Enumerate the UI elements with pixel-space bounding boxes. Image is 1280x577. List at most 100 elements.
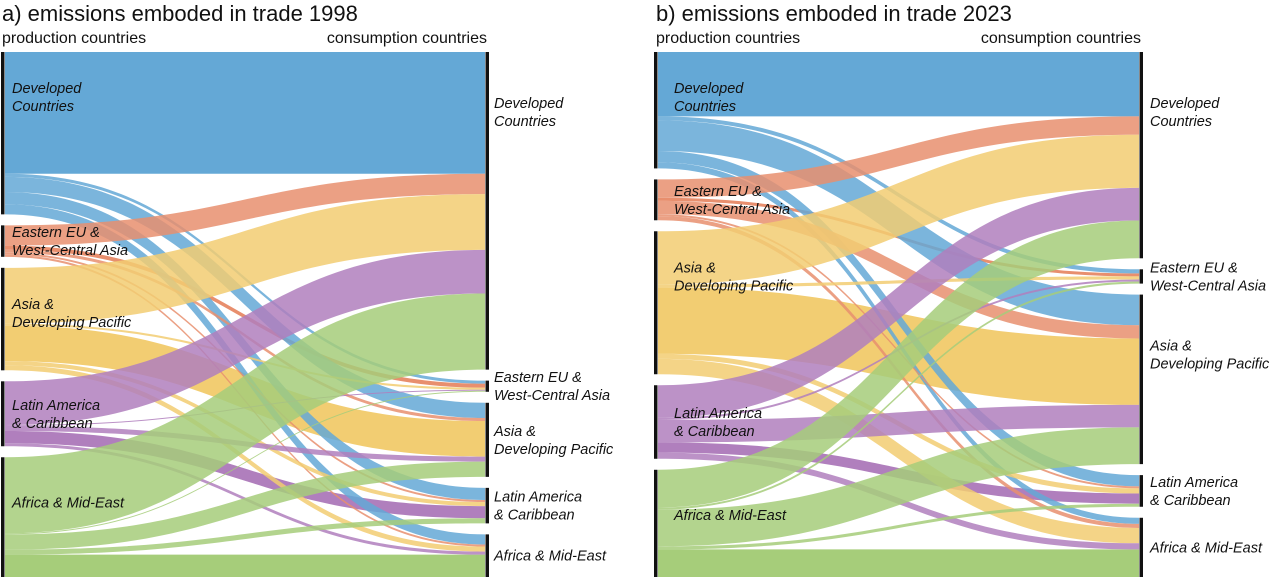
target-node-developed [1139, 52, 1143, 259]
label-line: Latin America [494, 490, 582, 506]
target-node-asia [485, 402, 489, 477]
flow-developed-to-africa [5, 204, 485, 545]
target-node-latin [1139, 475, 1143, 507]
flow-africa-to-developed [5, 293, 485, 534]
target-node-eastern [1139, 269, 1143, 284]
source-label-latin: Latin America & Caribbean [12, 398, 100, 432]
panel-2023: b) emissions emboded in trade 2023 produ… [654, 1, 1270, 577]
target-label-africa: Africa & Mid-East [493, 549, 607, 565]
source-label-eastern: Eastern EU & West-Central Asia [674, 184, 790, 218]
flow-africa-to-africa [658, 549, 1139, 577]
target-label-latin: Latin America & Caribbean [1150, 475, 1238, 509]
production-header: production countries [656, 30, 800, 47]
source-label-latin: Latin America & Caribbean [674, 406, 762, 440]
target-label-africa: Africa & Mid-East [1149, 540, 1263, 556]
source-label-asia: Asia & Developing Pacific [11, 297, 132, 331]
label-line: Developed [1150, 96, 1220, 112]
label-line: Africa & Mid-East [1149, 540, 1263, 556]
flow-asia-to-africa [5, 365, 485, 552]
label-line: Africa & Mid-East [11, 495, 125, 511]
label-line: Africa & Mid-East [673, 508, 787, 524]
target-node-eastern [485, 380, 489, 392]
source-label-developed: Developed Countries [12, 81, 82, 115]
label-line: West-Central Asia [494, 388, 610, 404]
label-line: Latin America [1150, 475, 1238, 491]
panel-title: a) emissions emboded in trade 1998 [2, 1, 358, 26]
label-line: Developing Pacific [12, 315, 132, 331]
source-label-africa: Africa & Mid-East [11, 495, 125, 511]
consumption-header: consumption countries [327, 30, 487, 47]
target-node-developed [485, 52, 489, 370]
flow-latin-to-asia [658, 404, 1139, 443]
target-label-developed: Developed Countries [494, 96, 564, 130]
flow-africa-to-latin [658, 503, 1139, 550]
panel-title: b) emissions emboded in trade 2023 [656, 1, 1012, 26]
flow-asia-to-developed [658, 134, 1139, 285]
label-line: Developed [494, 96, 564, 112]
label-line: Latin America [12, 398, 100, 414]
flow-latin-to-latin [5, 431, 485, 519]
flow-latin-to-developed [658, 187, 1139, 418]
label-line: & Caribbean [1150, 493, 1231, 509]
label-line: Asia & [1149, 339, 1192, 355]
source-node-developed [1, 52, 5, 215]
label-line: Eastern EU & [1150, 260, 1238, 276]
production-header: production countries [2, 30, 146, 47]
flow-africa-to-asia [5, 461, 485, 550]
flow-latin-to-developed [5, 249, 485, 425]
source-node-asia [1, 267, 5, 371]
target-label-developed: Developed Countries [1150, 96, 1220, 130]
source-node-developed [654, 52, 658, 169]
source-node-africa [1, 457, 5, 577]
flow-developed-to-developed [5, 52, 485, 174]
source-node-latin [1, 381, 5, 447]
flow-eastern-to-developed [5, 173, 485, 246]
source-node-asia [654, 231, 658, 375]
source-label-asia: Asia & Developing Pacific [673, 260, 794, 294]
label-line: Africa & Mid-East [493, 549, 607, 565]
target-node-africa [485, 534, 489, 577]
source-label-developed: Developed Countries [674, 81, 744, 115]
flows [658, 52, 1139, 577]
label-line: Eastern EU & [12, 225, 100, 241]
target-label-eastern: Eastern EU & West-Central Asia [494, 370, 610, 404]
source-node-eastern [654, 179, 658, 221]
target-node-africa [1139, 517, 1143, 577]
target-label-latin: Latin America & Caribbean [494, 490, 582, 524]
flows [5, 52, 485, 577]
flow-asia-to-developed [5, 194, 485, 324]
label-line: Asia & [673, 260, 716, 276]
label-line: Latin America [674, 406, 762, 422]
flow-asia-to-africa [658, 358, 1139, 544]
label-line: Developing Pacific [674, 278, 794, 294]
source-label-africa: Africa & Mid-East [673, 508, 787, 524]
label-line: & Caribbean [674, 424, 755, 440]
flow-africa-to-asia [658, 427, 1139, 547]
label-line: Countries [1150, 114, 1212, 130]
target-node-latin [485, 487, 489, 524]
label-line: Developing Pacific [494, 442, 614, 458]
flow-developed-to-asia [5, 176, 485, 419]
target-label-asia: Asia & Developing Pacific [493, 424, 614, 458]
label-line: Asia & [493, 424, 536, 440]
target-label-eastern: Eastern EU & West-Central Asia [1150, 260, 1266, 294]
flow-africa-to-eastern [658, 281, 1139, 510]
label-line: & Caribbean [494, 508, 575, 524]
label-line: Asia & [11, 297, 54, 313]
label-line: Countries [12, 99, 74, 115]
source-node-eastern [1, 225, 5, 257]
target-node-asia [1139, 294, 1143, 465]
label-line: Developed [674, 81, 744, 97]
label-line: Countries [674, 99, 736, 115]
flow-eastern-to-developed [658, 116, 1139, 198]
consumption-header: consumption countries [981, 30, 1141, 47]
flow-developed-to-developed [658, 52, 1139, 117]
label-line: Eastern EU & [674, 184, 762, 200]
flow-africa-to-africa [5, 554, 485, 577]
label-line: Developed [12, 81, 82, 97]
label-line: Eastern EU & [494, 370, 582, 386]
label-line: West-Central Asia [12, 243, 128, 259]
source-node-latin [654, 385, 658, 459]
label-line: Countries [494, 114, 556, 130]
